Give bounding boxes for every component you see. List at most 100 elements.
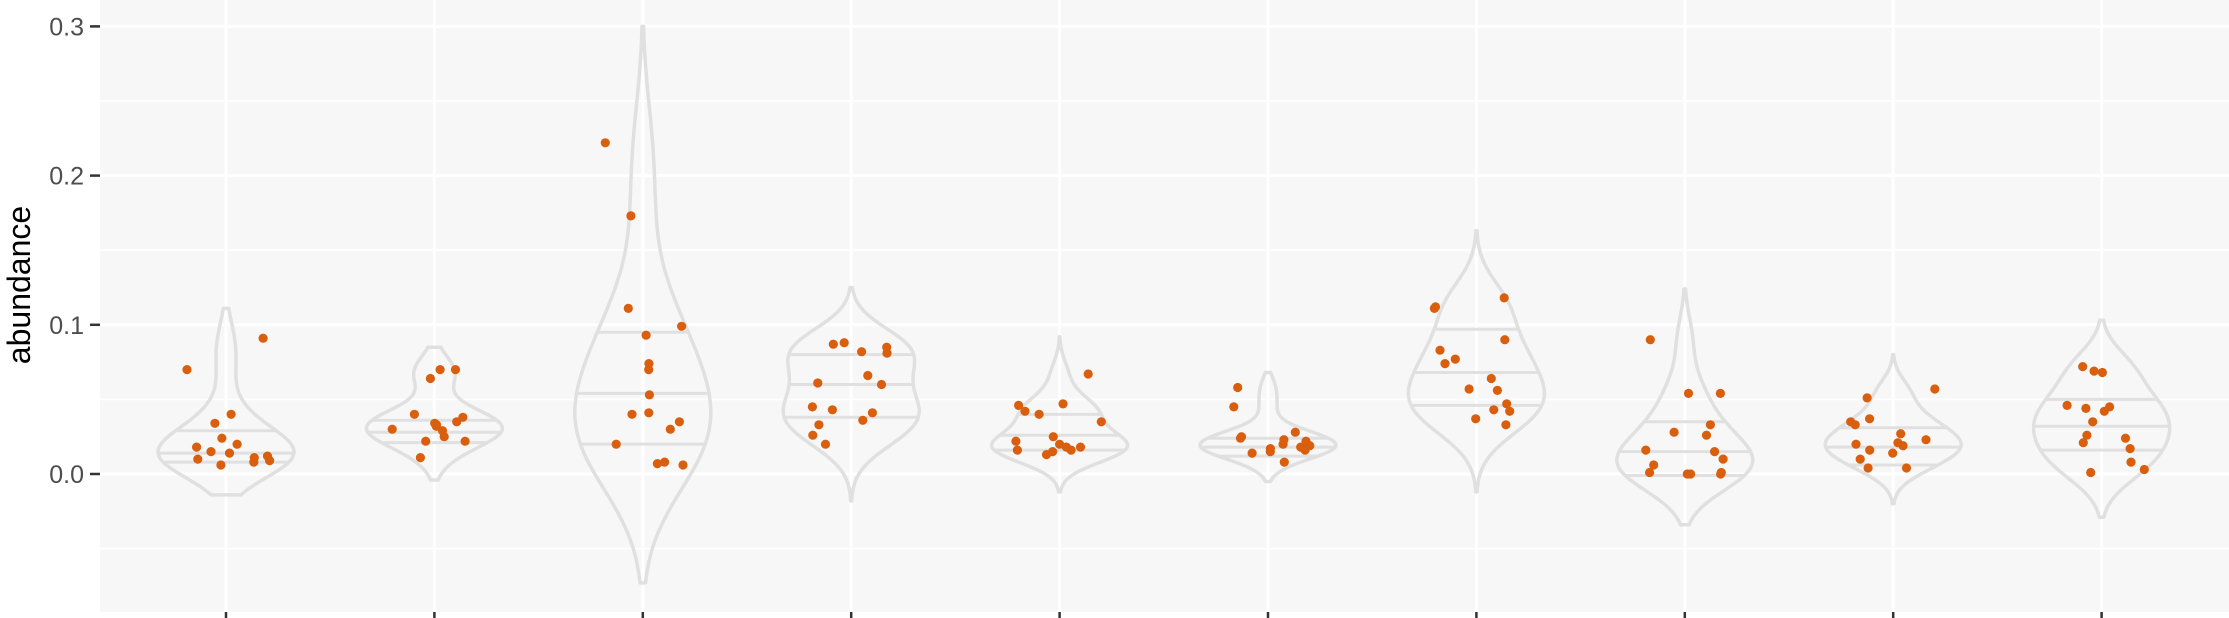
data-point [2097,367,2107,378]
data-point [677,321,687,331]
data-point [435,365,445,375]
data-point [1863,463,1873,473]
data-point [1279,457,1289,467]
violin-outline [989,334,1130,494]
data-point [2082,430,2092,440]
data-point [2078,438,2088,448]
data-point [1429,303,1439,313]
data-point [1865,445,1875,455]
y-axis: 0.0 0.1 0.2 0.3 [49,13,100,489]
data-point [1083,369,1093,379]
data-point [1014,400,1024,410]
data-point [814,420,824,430]
data-point [1300,445,1310,455]
data-point [421,436,431,446]
violin-outline [364,345,505,482]
data-point [1471,414,1481,424]
data-point [820,439,831,449]
data-point [2062,400,2072,410]
data-point [439,432,449,442]
data-point [660,457,670,467]
y-tick-label: 0.1 [49,312,84,340]
data-point [1898,441,1908,451]
data-point [1896,429,1906,439]
data-point [827,405,838,415]
data-point [2089,366,2099,376]
data-point [2099,406,2109,416]
violin-outline [156,306,296,497]
violin-outline [1823,352,1963,506]
y-tick-label: 0.0 [49,461,84,489]
data-point [425,373,435,384]
data-point [1502,399,1512,409]
data-point [1862,393,1872,403]
data-point [1486,373,1496,384]
data-point [415,453,425,463]
data-point [1645,467,1655,478]
data-point [452,417,462,427]
data-point [1649,460,1659,470]
data-point [2125,444,2135,454]
data-point [1278,439,1288,449]
data-point [1701,430,1712,440]
data-point [1492,385,1502,395]
data-point [858,415,868,425]
data-point [867,408,878,418]
data-point [192,442,202,452]
y-axis-title: abundance [1,206,37,364]
data-point [2126,457,2136,467]
data-point [1020,406,1030,416]
data-point [600,138,610,148]
data-point [644,390,655,400]
data-point [1901,463,1912,473]
data-point [857,347,867,357]
data-point [1505,406,1515,416]
data-point [1066,445,1076,455]
violin-outline [1615,287,1755,527]
data-point [1464,384,1474,394]
data-point [623,303,633,313]
data-point [2088,417,2098,427]
data-point [216,460,226,470]
data-point [1096,417,1106,427]
data-point [1716,469,1726,479]
data-point [1641,445,1651,455]
data-point [450,365,461,375]
data-point [1851,439,1861,449]
data-point [226,409,236,419]
data-point [1012,445,1023,455]
data-point [1048,432,1058,442]
data-point [1235,433,1246,443]
data-point [627,409,637,419]
data-point [1034,409,1044,419]
data-point [1499,293,1509,303]
data-point [1710,447,1720,457]
data-point [674,417,685,427]
data-point [1921,435,1931,445]
data-point [839,338,849,348]
data-point [882,348,892,358]
data-point [182,365,192,375]
data-point [813,378,823,388]
violins [156,24,2172,585]
data-point [665,424,675,434]
data-point [2081,403,2091,413]
data-point [2120,433,2131,443]
data-point [1715,388,1725,398]
data-point [249,457,259,467]
data-point [1233,382,1243,393]
data-point [224,448,235,458]
data-point [828,339,838,349]
data-point [1435,345,1445,355]
data-point [1930,384,1940,394]
violin-outline [781,285,921,503]
data-point [863,370,873,381]
data-point [808,430,818,440]
data-point [232,439,242,449]
data-point [1265,447,1275,457]
grid-lines [100,0,2229,612]
data-point [1247,448,1257,458]
y-tick-label: 0.3 [49,13,84,41]
data-point [217,433,227,443]
